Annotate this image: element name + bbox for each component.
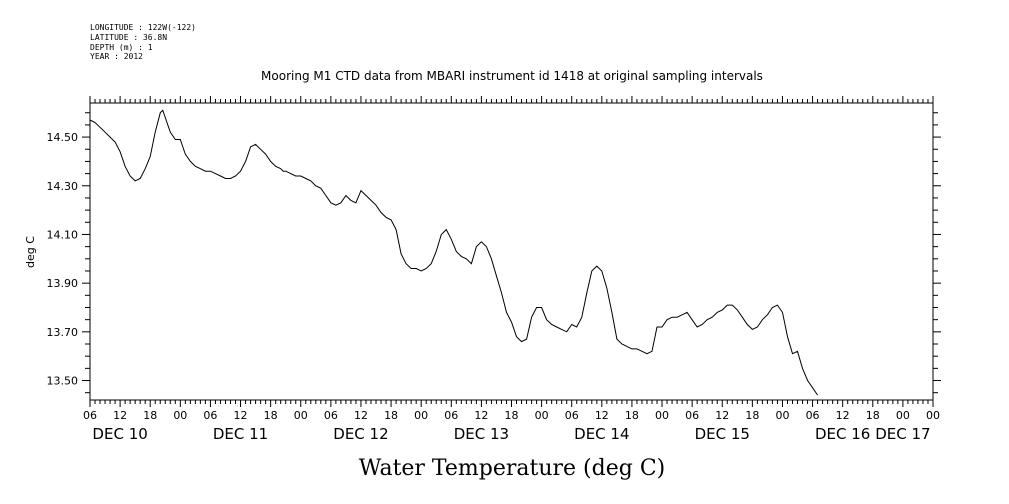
- x-tick-label: 06: [685, 409, 699, 422]
- x-tick-label: 06: [83, 409, 97, 422]
- meta-depth: DEPTH (m) : 1: [90, 43, 153, 52]
- x-day-label: DEC 11: [213, 425, 268, 443]
- x-day-labels: DEC 10 DEC 11 DEC 12 DEC 13 DEC 14 DEC 15 DEC …: [92, 425, 930, 443]
- meta-year: YEAR : 2012: [90, 52, 143, 61]
- x-tick-label: 12: [836, 409, 850, 422]
- x-tick-label: 12: [595, 409, 609, 422]
- x-tick-label: 18: [625, 409, 639, 422]
- x-tick-label: 06: [324, 409, 338, 422]
- y-axis-label: deg C: [24, 236, 37, 268]
- x-day-label: DEC 15: [695, 425, 750, 443]
- x-day-label: DEC 17: [875, 425, 930, 443]
- x-tick-label: 12: [715, 409, 729, 422]
- temperature-series-line: [89, 109, 819, 396]
- x-tick-label: 00: [926, 409, 940, 422]
- plot-frame: [89, 102, 934, 401]
- meta-longitude: LONGITUDE : 122W(-122): [90, 23, 196, 32]
- x-tick-label: 18: [866, 409, 880, 422]
- x-tick-label: 06: [806, 409, 820, 422]
- x-tick-label: 12: [474, 409, 488, 422]
- y-tick-label: 14.50: [47, 131, 79, 144]
- x-tick-label: 18: [384, 409, 398, 422]
- x-tick-label: 00: [775, 409, 789, 422]
- x-day-label: DEC 14: [574, 425, 629, 443]
- x-tick-label: 00: [535, 409, 549, 422]
- x-tick-label: 18: [505, 409, 519, 422]
- x-tick-label: 18: [745, 409, 759, 422]
- x-day-label: DEC 10: [92, 425, 147, 443]
- x-tick-label: 12: [113, 409, 127, 422]
- x-tick-label: 00: [414, 409, 428, 422]
- x-tick-label: 06: [565, 409, 579, 422]
- y-tick-label: 14.30: [47, 180, 79, 193]
- x-day-label: DEC 13: [454, 425, 509, 443]
- x-tick-label: 00: [173, 409, 187, 422]
- chart-title: Mooring M1 CTD data from MBARI instrumen…: [261, 69, 763, 83]
- y-tick-label: 13.90: [47, 277, 79, 290]
- metadata-block: LONGITUDE : 122W(-122) LATITUDE : 36.8N …: [90, 23, 196, 61]
- x-tick-label: 18: [143, 409, 157, 422]
- x-tick-label: 00: [294, 409, 308, 422]
- x-day-label: DEC 16: [815, 425, 870, 443]
- x-tick-labels: 06 12 18 00 06 12 18 00 06 12 18 00 06 12 18 00 06 12 18 00…: [83, 409, 940, 422]
- x-tick-label: 00: [655, 409, 669, 422]
- x-tick-label: 12: [234, 409, 248, 422]
- meta-latitude: LATITUDE : 36.8N: [90, 33, 167, 42]
- y-tick-label: 13.70: [47, 326, 79, 339]
- x-tick-label: 06: [203, 409, 217, 422]
- x-tick-label: 12: [354, 409, 368, 422]
- x-tick-label: 18: [264, 409, 278, 422]
- x-axis-label: Water Temperature (deg C): [359, 456, 666, 481]
- y-tick-labels: 14.50 14.30 14.10 13.90 13.70 13.50: [47, 131, 79, 387]
- x-tick-label: 00: [896, 409, 910, 422]
- y-tick-label: 14.10: [47, 228, 79, 241]
- y-tick-label: 13.50: [47, 375, 79, 388]
- x-day-label: DEC 12: [333, 425, 388, 443]
- x-tick-label: 06: [444, 409, 458, 422]
- axis-ticks: [82, 96, 941, 407]
